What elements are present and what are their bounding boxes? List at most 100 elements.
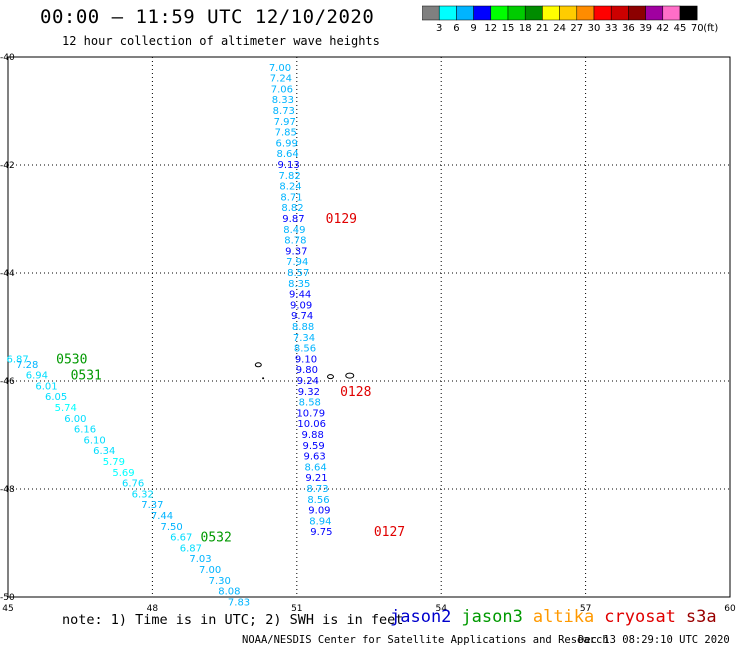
legend-label: 3 bbox=[436, 23, 442, 34]
satellite-s3a-label: s3a bbox=[685, 607, 717, 627]
wave-height-value: 6.76 bbox=[122, 479, 144, 490]
y-tick-label: -40 bbox=[0, 53, 15, 63]
wave-height-value: 7.83 bbox=[228, 597, 250, 608]
x-tick-label: 48 bbox=[147, 604, 159, 614]
y-tick-label: -46 bbox=[0, 377, 15, 387]
wave-height-value: 9.75 bbox=[310, 527, 332, 538]
legend-label: 24 bbox=[553, 23, 566, 34]
wave-height-value: 9.88 bbox=[302, 430, 324, 441]
legend-label: 15 bbox=[502, 23, 515, 34]
wave-height-value: 7.82 bbox=[278, 171, 300, 182]
x-tick-label: 51 bbox=[291, 604, 302, 614]
satellite-jason2-label: jason2 bbox=[390, 607, 452, 627]
satellite-altika-label: altika bbox=[532, 607, 595, 627]
wave-height-value: 6.10 bbox=[84, 435, 106, 446]
wave-height-value: 8.64 bbox=[277, 149, 299, 160]
wave-height-value: 9.13 bbox=[277, 160, 299, 171]
wave-height-value: 9.37 bbox=[285, 246, 307, 257]
wave-height-value: 8.64 bbox=[304, 462, 326, 473]
wave-height-value: 9.24 bbox=[297, 376, 319, 387]
island-outline bbox=[326, 374, 334, 380]
wave-height-value: 6.32 bbox=[132, 489, 154, 500]
wave-height-value: 8.94 bbox=[309, 516, 331, 527]
y-tick-label: -42 bbox=[0, 161, 15, 171]
wave-height-value: 5.74 bbox=[55, 403, 77, 414]
wave-height-value: 9.74 bbox=[291, 311, 313, 322]
pass-time-label: 0128 bbox=[340, 385, 371, 400]
wave-height-value: 9.32 bbox=[298, 387, 320, 398]
legend-label: 39 bbox=[639, 23, 652, 34]
color-legend: 3 6 9 12 15 18 21 24 27 30 33 36 39 42 45 70 (ft) bbox=[422, 5, 718, 34]
pass-time-label: 0530 bbox=[56, 352, 87, 367]
wave-height-value: 9.09 bbox=[308, 506, 330, 517]
island-outline bbox=[254, 362, 262, 368]
wave-height-value: 7.30 bbox=[209, 576, 231, 587]
wave-height-value: 7.00 bbox=[199, 565, 221, 576]
legend-label: 27 bbox=[570, 23, 583, 34]
note-text: note: 1) Time is in UTC; 2) SWH is in fe… bbox=[62, 612, 404, 628]
legend-label: 36 bbox=[622, 23, 635, 34]
legend-label: 42 bbox=[656, 23, 669, 34]
wave-height-value: 7.50 bbox=[161, 522, 183, 533]
wave-height-value: 8.49 bbox=[283, 225, 305, 236]
plot-frame bbox=[7, 56, 731, 598]
wave-height-value: 6.34 bbox=[93, 446, 115, 457]
wave-height-value: 10.06 bbox=[297, 419, 326, 430]
x-tick-label: 54 bbox=[435, 604, 447, 614]
page-title: 00:00 – 11:59 UTC 12/10/2020 bbox=[40, 6, 375, 28]
wave-height-value: 9.80 bbox=[296, 365, 318, 376]
wave-height-value: 9.63 bbox=[303, 452, 325, 463]
legend-label: 70 bbox=[691, 23, 704, 34]
wave-height-value: 6.94 bbox=[26, 371, 48, 382]
satellite-legend: jason2 jason3 altika cryosat s3a bbox=[390, 607, 727, 627]
wave-height-value: 10.79 bbox=[296, 408, 325, 419]
wave-height-value: 8.33 bbox=[272, 95, 294, 106]
wave-height-value: 7.00 bbox=[269, 63, 291, 74]
legend-label: 33 bbox=[605, 23, 618, 34]
y-tick-label: -50 bbox=[0, 593, 15, 603]
wave-height-value: 7.44 bbox=[151, 511, 173, 522]
wave-height-value: 9.59 bbox=[303, 441, 325, 452]
satellite-jason3-label: jason3 bbox=[461, 607, 523, 627]
legend-label: 12 bbox=[484, 23, 497, 34]
wave-height-value: 8.82 bbox=[281, 203, 303, 214]
wave-height-value: 8.24 bbox=[279, 182, 301, 193]
wave-height-value: 7.85 bbox=[275, 128, 297, 139]
pass-time-label: 0129 bbox=[326, 212, 357, 227]
pass-time-label: 0127 bbox=[374, 525, 405, 540]
wave-height-value: 8.57 bbox=[287, 268, 309, 279]
x-tick-label: 57 bbox=[580, 604, 591, 614]
wave-height-value: 7.06 bbox=[271, 84, 293, 95]
legend-swatch bbox=[679, 5, 698, 21]
legend-label: 9 bbox=[470, 23, 476, 34]
wave-height-value: 8.35 bbox=[288, 279, 310, 290]
wave-height-value: 8.73 bbox=[273, 106, 295, 117]
wave-height-value: 7.24 bbox=[270, 74, 292, 85]
wave-height-value: 6.87 bbox=[6, 354, 28, 365]
wave-height-value: 9.87 bbox=[282, 214, 304, 225]
wave-height-value: 8.78 bbox=[284, 236, 306, 247]
wave-height-value: 6.16 bbox=[74, 425, 96, 436]
wave-height-value: 8.58 bbox=[299, 398, 321, 409]
wave-height-value: 6.01 bbox=[35, 381, 57, 392]
wave-height-value: 7.97 bbox=[274, 117, 296, 128]
wave-height-value: 7.37 bbox=[141, 500, 163, 511]
wave-height-value: 8.88 bbox=[292, 322, 314, 333]
satellite-cryosat-label: cryosat bbox=[604, 607, 676, 627]
wave-height-value: 9.44 bbox=[289, 290, 311, 301]
legend-label: 21 bbox=[536, 23, 549, 34]
pass-time-label: 0531 bbox=[71, 369, 102, 384]
wave-height-value: 7.28 bbox=[16, 360, 38, 371]
x-tick-label: 60 bbox=[724, 604, 736, 614]
legend-label: 30 bbox=[588, 23, 601, 34]
wave-height-value: 8.56 bbox=[307, 495, 329, 506]
legend-label: 18 bbox=[519, 23, 532, 34]
page-subtitle: 12 hour collection of altimeter wave hei… bbox=[62, 34, 380, 48]
y-tick-label: -44 bbox=[0, 269, 15, 279]
x-tick-label: 45 bbox=[2, 604, 13, 614]
credit-text: NOAA/NESDIS Center for Satellite Applica… bbox=[242, 634, 609, 646]
wave-height-value: 7.34 bbox=[293, 333, 315, 344]
wave-height-value: 8.56 bbox=[294, 344, 316, 355]
legend-label: 45 bbox=[674, 23, 687, 34]
wave-height-value: 9.09 bbox=[290, 300, 312, 311]
